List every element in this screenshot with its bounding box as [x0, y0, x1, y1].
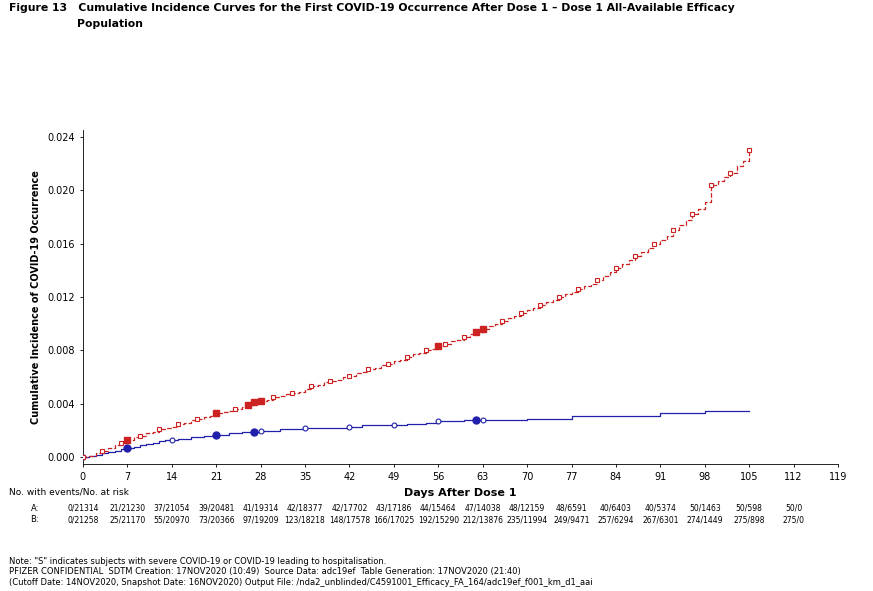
X-axis label: Days After Dose 1: Days After Dose 1	[404, 488, 517, 498]
Text: 97/19209: 97/19209	[243, 515, 278, 524]
Text: 48/6591: 48/6591	[556, 504, 588, 512]
Text: 47/14038: 47/14038	[464, 504, 501, 512]
Text: Figure 13   Cumulative Incidence Curves for the First COVID-19 Occurrence After : Figure 13 Cumulative Incidence Curves fo…	[9, 3, 734, 13]
Text: 25/21170: 25/21170	[109, 515, 146, 524]
Text: 40/5374: 40/5374	[644, 504, 677, 512]
Text: No. with events/No. at risk: No. with events/No. at risk	[9, 488, 128, 496]
Text: 249/9471: 249/9471	[553, 515, 590, 524]
Y-axis label: Cumulative Incidence of COVID-19 Occurrence: Cumulative Incidence of COVID-19 Occurre…	[31, 170, 41, 424]
Text: 43/17186: 43/17186	[375, 504, 412, 512]
Text: 212/13876: 212/13876	[462, 515, 503, 524]
Text: 21/21230: 21/21230	[109, 504, 146, 512]
Text: 44/15464: 44/15464	[420, 504, 457, 512]
Text: A:: A:	[31, 504, 39, 512]
Text: 42/17702: 42/17702	[331, 504, 368, 512]
Text: Population: Population	[77, 19, 143, 29]
Text: 40/6403: 40/6403	[600, 504, 632, 512]
Text: 166/17025: 166/17025	[374, 515, 415, 524]
Text: (Cutoff Date: 14NOV2020, Snapshot Date: 16NOV2020) Output File: /nda2_unblinded/: (Cutoff Date: 14NOV2020, Snapshot Date: …	[9, 578, 593, 587]
Text: 50/0: 50/0	[785, 504, 802, 512]
Text: 48/12159: 48/12159	[509, 504, 546, 512]
Text: 275/0: 275/0	[783, 515, 805, 524]
Text: 192/15290: 192/15290	[418, 515, 459, 524]
Text: 235/11994: 235/11994	[506, 515, 547, 524]
Text: 267/6301: 267/6301	[643, 515, 678, 524]
Text: PFIZER CONFIDENTIAL  SDTM Creation: 17NOV2020 (10:49)  Source Data: adc19ef  Tab: PFIZER CONFIDENTIAL SDTM Creation: 17NOV…	[9, 567, 520, 576]
Text: B:: B:	[31, 515, 39, 524]
Text: 50/1463: 50/1463	[689, 504, 721, 512]
Text: 42/18377: 42/18377	[287, 504, 323, 512]
Text: 0/21258: 0/21258	[67, 515, 99, 524]
Text: 37/21054: 37/21054	[154, 504, 190, 512]
Text: 50/598: 50/598	[736, 504, 763, 512]
Text: 39/20481: 39/20481	[198, 504, 234, 512]
Text: 73/20366: 73/20366	[198, 515, 235, 524]
Text: 41/19314: 41/19314	[243, 504, 278, 512]
Text: 275/898: 275/898	[733, 515, 765, 524]
Text: Note: "S" indicates subjects with severe COVID-19 or COVID-19 leading to hospita: Note: "S" indicates subjects with severe…	[9, 557, 386, 566]
Text: 123/18218: 123/18218	[285, 515, 326, 524]
Text: 55/20970: 55/20970	[154, 515, 190, 524]
Text: 148/17578: 148/17578	[329, 515, 370, 524]
Text: 0/21314: 0/21314	[67, 504, 99, 512]
Text: 274/1449: 274/1449	[686, 515, 723, 524]
Text: 257/6294: 257/6294	[598, 515, 634, 524]
